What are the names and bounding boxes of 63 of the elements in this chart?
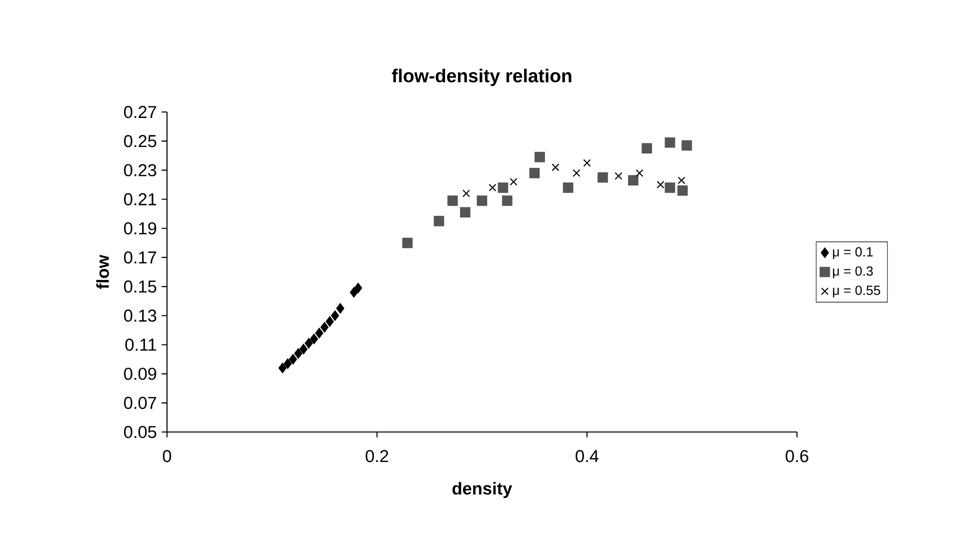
- y-tick-label: 0.15: [124, 280, 156, 293]
- point: [572, 169, 580, 177]
- y-tick-label: 0.05: [124, 426, 156, 438]
- point: [502, 196, 512, 206]
- point: [682, 140, 692, 151]
- legend-label: μ = 0.1: [833, 247, 873, 259]
- point: [598, 172, 608, 183]
- point: [636, 169, 644, 177]
- point: [529, 168, 540, 178]
- point: [583, 159, 591, 167]
- point: [534, 152, 545, 162]
- point: [299, 344, 308, 354]
- point: [462, 190, 470, 198]
- point: [476, 196, 488, 206]
- point: [278, 362, 287, 374]
- point: [320, 322, 329, 332]
- y-tick-label: 0.07: [124, 396, 156, 410]
- point: [350, 287, 358, 298]
- legend-label: μ = 0.55: [833, 286, 880, 298]
- y-tick-label: 0.17: [124, 251, 156, 264]
- point: [510, 178, 518, 186]
- point: [284, 358, 292, 369]
- point: [488, 184, 496, 192]
- y-tick-label: 0.13: [124, 310, 156, 322]
- point: [294, 348, 302, 359]
- point: [678, 176, 686, 184]
- x-tick-label: 0: [162, 450, 172, 462]
- y-axis-title: flow: [96, 254, 109, 289]
- point: [614, 172, 622, 180]
- point: [326, 316, 334, 327]
- legend-label: μ = 0.3: [833, 266, 873, 278]
- x-tick-label: 0.6: [786, 450, 808, 462]
- y-tick-label: 0.25: [124, 134, 156, 148]
- point: [552, 163, 560, 172]
- point: [288, 354, 298, 364]
- point: [402, 238, 413, 248]
- y-tick-label: 0.23: [124, 164, 156, 176]
- point: [628, 175, 638, 186]
- point: [304, 338, 313, 348]
- x-tick-label: 0.4: [576, 450, 599, 462]
- point: [656, 180, 664, 189]
- point: [336, 303, 344, 314]
- point: [354, 282, 362, 294]
- point: [330, 310, 340, 321]
- y-tick-label: 0.21: [124, 193, 156, 206]
- point: [310, 334, 318, 344]
- x-axis-title: density: [452, 482, 512, 498]
- x-tick-label: 0.2: [366, 450, 388, 462]
- chart-title: flow-density relation: [392, 68, 572, 86]
- y-tick-label: 0.27: [124, 106, 156, 118]
- y-tick-label: 0.11: [125, 338, 156, 351]
- point: [498, 182, 508, 193]
- point: [447, 196, 458, 206]
- point: [315, 328, 324, 338]
- point: [677, 185, 688, 196]
- point: [434, 216, 444, 226]
- point: [460, 207, 470, 218]
- y-tick-label: 0.09: [124, 368, 156, 380]
- point: [664, 137, 676, 148]
- y-tick-label: 0.19: [124, 222, 156, 234]
- point: [642, 143, 652, 154]
- point: [664, 182, 676, 193]
- point: [562, 182, 574, 193]
